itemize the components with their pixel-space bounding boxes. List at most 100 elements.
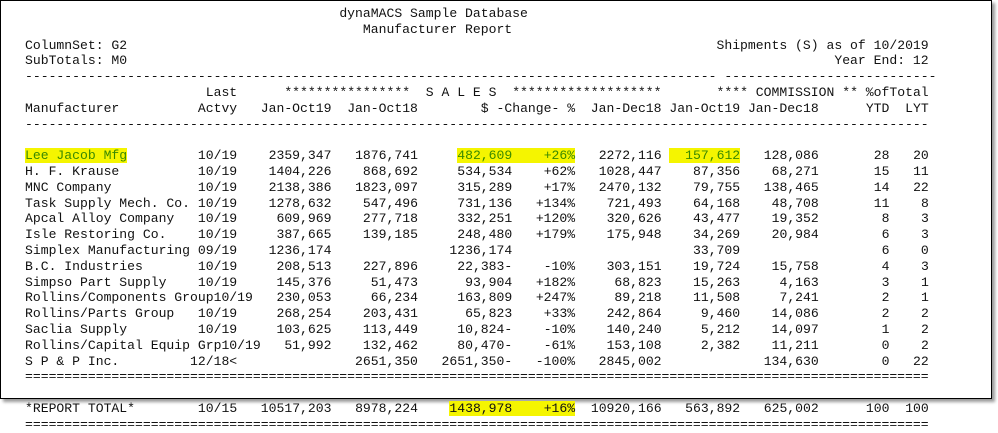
- sales-previous: 113,449: [362, 321, 418, 337]
- sales-prior-year: 140,240: [606, 321, 662, 337]
- last-activity: 09/19: [197, 242, 238, 258]
- sales-current: 1236,174: [268, 242, 332, 258]
- change-percent: -61%: [543, 337, 576, 353]
- change-header: $ -Change- %: [480, 100, 576, 116]
- ytd-header: YTD: [865, 100, 890, 116]
- divider: ----------------------------------------…: [25, 116, 929, 132]
- total-activity: 10/15: [197, 400, 238, 416]
- pct-lyt: 1: [920, 274, 929, 290]
- manufacturer-name: Lee Jacob Mfg: [25, 148, 128, 164]
- commission-current: 64,168: [693, 195, 741, 211]
- commission-current: 11,508: [693, 290, 741, 306]
- commission-current: 43,477: [693, 211, 741, 227]
- change-percent: -100%: [535, 353, 576, 369]
- change-percent: +120%: [535, 211, 576, 227]
- commission-current: 19,724: [693, 258, 741, 274]
- last-activity: 12/18<: [190, 353, 238, 369]
- pct-lyt: 22: [913, 353, 929, 369]
- last-activity: 10/19: [213, 290, 253, 306]
- sales-prior-year: 242,864: [606, 306, 662, 322]
- commission-prior-year: 128,086: [763, 148, 819, 164]
- sales-previous: 66,234: [370, 290, 418, 306]
- subtotals-label: SubTotals: M0: [25, 53, 128, 69]
- sales-current: 51,992: [284, 337, 332, 353]
- divider: ----------------------------------------…: [25, 69, 937, 85]
- sales-prior-year: 68,823: [614, 274, 662, 290]
- manufacturer-name: Rollins/Capital Equip Grp: [25, 337, 222, 353]
- commission-current-highlight: 157,612: [669, 148, 741, 164]
- double-divider: ========================================…: [25, 369, 929, 385]
- change-percent: +26%: [543, 148, 576, 164]
- year-end: Year End: 12: [834, 53, 929, 69]
- subtitle-line: Manufacturer Report: [25, 22, 936, 38]
- last-activity: 10/19: [197, 148, 238, 164]
- change-percent: +247%: [535, 290, 576, 306]
- last-activity: 10/19: [221, 337, 261, 353]
- change-amount: 1236,174: [449, 242, 513, 258]
- pct-ytd: 6: [881, 227, 890, 243]
- pct-ytd: 15: [873, 163, 890, 179]
- manufacturer-name: Apcal Alloy Company: [25, 211, 175, 227]
- change-amount: 163,809: [457, 290, 513, 306]
- total-sales-previous: 8978,224: [355, 400, 418, 416]
- lyt-header: LYT: [905, 100, 929, 116]
- table-row: Isle Restoring Co. 10/19 387,665 139,185…: [25, 227, 936, 243]
- sales-previous: 1876,741: [355, 148, 418, 164]
- change-percent: -10%: [543, 258, 576, 274]
- change-amount: 731,136: [457, 195, 513, 211]
- sales-prior-year: 2470,132: [598, 179, 662, 195]
- columnset-label: ColumnSet: G2: [25, 37, 128, 53]
- total-change-highlight: 1438,978 +16%: [449, 400, 576, 416]
- last-activity: 10/19: [197, 179, 238, 195]
- change-highlight: 482,609 +26%: [457, 148, 576, 164]
- total-change-amount: 1438,978: [449, 400, 513, 416]
- pct-ytd: 3: [881, 274, 890, 290]
- sales-previous: 132,462: [362, 337, 418, 353]
- comm-cur-header: Jan-Oct19: [669, 100, 741, 116]
- sales-previous: 139,185: [362, 227, 418, 243]
- change-amount: 22,383-: [457, 258, 513, 274]
- sales-previous: 1823,097: [355, 179, 418, 195]
- sales-current: 208,513: [276, 258, 332, 274]
- sales-prior-year: 2845,002: [598, 353, 662, 369]
- sales-current: 1404,226: [268, 163, 332, 179]
- sales-dec-header: Jan-Dec18: [590, 100, 662, 116]
- sales-current: 387,665: [276, 227, 332, 243]
- commission-current: 9,460: [700, 306, 741, 322]
- commission-prior-year: 134,630: [763, 353, 819, 369]
- column-header-line-1: Last **************** S A L E S ********…: [25, 85, 936, 101]
- pct-lyt: 20: [913, 148, 929, 164]
- table-row: Task Supply Mech. Co. 10/19 1278,632 547…: [25, 196, 936, 212]
- title-line: dynaMACS Sample Database: [25, 6, 936, 22]
- total-sales-prior-year: 10920,166: [590, 400, 662, 416]
- pct-ytd: 28: [873, 148, 890, 164]
- change-percent: +17%: [543, 179, 576, 195]
- pct-ytd: 2: [881, 290, 890, 306]
- commission-current: 34,269: [693, 227, 741, 243]
- report-subtitle: Manufacturer Report: [362, 21, 513, 37]
- manufacturer-report: dynaMACS Sample Database Manufacturer Re…: [25, 6, 936, 433]
- manufacturer-name: Simplex Manufacturing: [25, 242, 191, 258]
- manufacturer-name: Saclia Supply: [25, 321, 128, 337]
- change-amount: 65,823: [465, 306, 513, 322]
- last-activity: 10/19: [197, 163, 238, 179]
- sales-prev-header: Jan-Oct18: [347, 100, 418, 116]
- commission-current: 33,709: [692, 242, 741, 258]
- manufacturer-name: Simpso Part Supply: [25, 274, 167, 290]
- change-amount: 332,251: [457, 211, 513, 227]
- commission-current: 79,755: [693, 179, 741, 195]
- change-percent: -10%: [543, 321, 576, 337]
- table-row: Apcal Alloy Company 10/19 609,969 277,71…: [25, 211, 936, 227]
- table-row: S P & P Inc. 12/18< 2651,350 2651,350- -…: [25, 354, 936, 370]
- subtotals-line: SubTotals: M0 Year End: 12: [25, 53, 936, 69]
- commission-current: 2,382: [700, 337, 741, 353]
- sales-current: 2359,347: [268, 148, 332, 164]
- blank-line: [25, 385, 936, 401]
- pct-ytd: 0: [881, 337, 890, 353]
- change-amount: 2651,350-: [441, 353, 513, 369]
- commission-prior-year: 14,086: [771, 306, 819, 322]
- commission-current: 87,356: [693, 163, 741, 179]
- double-divider: ========================================…: [25, 416, 929, 432]
- last-activity: 10/19: [197, 274, 238, 290]
